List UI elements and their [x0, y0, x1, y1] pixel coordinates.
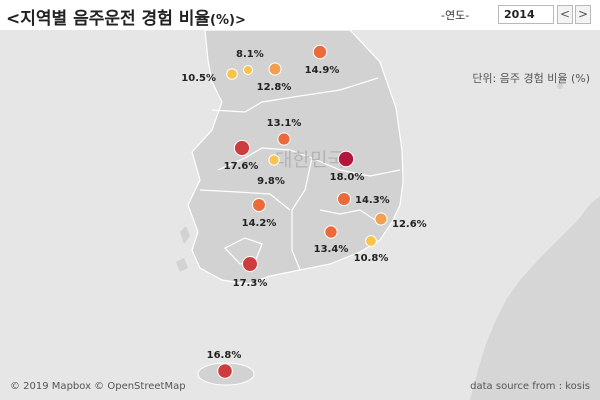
region-value-label: 18.0%	[330, 172, 365, 183]
japan-coast	[470, 196, 600, 400]
title-main: <지역별 음주운전 경험 비율	[6, 9, 211, 29]
page-title: <지역별 음주운전 경험 비율(%)>	[6, 4, 246, 29]
title-unit: (%)>	[210, 13, 246, 28]
next-year-button[interactable]: >	[575, 5, 591, 24]
west-islands	[176, 226, 190, 272]
region-value-label: 14.9%	[305, 65, 340, 76]
province-boundaries	[199, 77, 401, 271]
region-marker[interactable]	[243, 65, 253, 75]
region-value-label: 17.6%	[224, 161, 259, 172]
region-marker[interactable]	[268, 62, 282, 76]
region-value-label: 13.1%	[267, 118, 302, 129]
region-value-label: 8.1%	[236, 49, 264, 60]
region-marker[interactable]	[337, 150, 355, 168]
region-marker[interactable]	[374, 212, 388, 226]
region-value-label: 14.3%	[355, 195, 390, 206]
year-label: -연도-	[441, 9, 470, 22]
region-value-label: 12.8%	[257, 82, 292, 93]
map-canvas[interactable]: 대한민국 8.1% 10.5% 12.8% 14.9% 13.1% 17.6% 9.8% 18…	[0, 30, 600, 400]
region-value-label: 14.2%	[242, 218, 277, 229]
region-value-label: 9.8%	[257, 176, 285, 187]
data-source: data source from : kosis	[470, 381, 590, 392]
region-value-label: 12.6%	[392, 219, 427, 230]
region-value-label: 17.3%	[233, 278, 268, 289]
marker-layer: 8.1% 10.5% 12.8% 14.9% 13.1% 17.6% 9.8% 18.0% 14…	[181, 44, 427, 379]
region-value-label: 13.4%	[314, 244, 349, 255]
region-marker[interactable]	[226, 68, 238, 80]
region-value-label: 10.5%	[181, 73, 216, 84]
region-marker[interactable]	[268, 154, 280, 166]
region-value-label: 16.8%	[207, 350, 242, 361]
region-marker[interactable]	[233, 139, 251, 157]
year-input[interactable]: 2014	[498, 5, 554, 24]
region-value-label: 10.8%	[354, 253, 389, 264]
region-marker[interactable]	[365, 235, 377, 247]
header: <지역별 음주운전 경험 비율(%)> -연도- 2014 < >	[0, 0, 600, 30]
map-area[interactable]: 대한민국 8.1% 10.5% 12.8% 14.9% 13.1% 17.6% 9.8% 18…	[0, 30, 600, 400]
region-marker[interactable]	[242, 256, 258, 272]
country-label: 대한민국	[275, 149, 345, 171]
prev-year-button[interactable]: <	[557, 5, 573, 24]
east-island	[557, 83, 563, 89]
korea-mainland	[187, 30, 404, 285]
region-marker[interactable]	[312, 44, 328, 60]
region-marker[interactable]	[217, 363, 233, 379]
region-marker[interactable]	[337, 192, 351, 206]
map-attribution[interactable]: © 2019 Mapbox © OpenStreetMap	[10, 381, 186, 392]
region-marker[interactable]	[324, 225, 338, 239]
region-marker[interactable]	[277, 132, 291, 146]
unit-note: 단위: 음주 경험 비율 (%)	[472, 72, 590, 85]
region-marker[interactable]	[252, 198, 266, 212]
